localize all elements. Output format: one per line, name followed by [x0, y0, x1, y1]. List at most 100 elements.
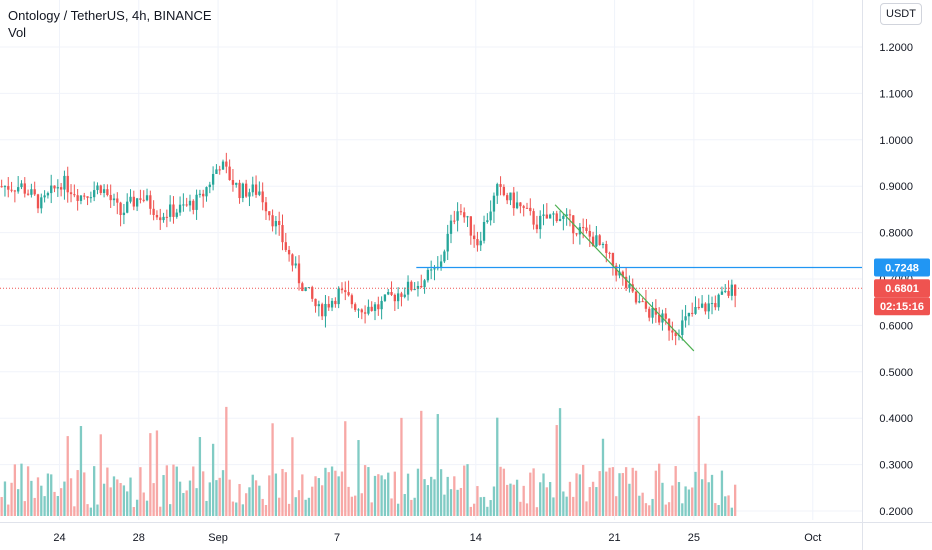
candle	[106, 184, 109, 197]
candle	[601, 242, 605, 249]
volume-bar	[628, 483, 631, 516]
volume-bar	[479, 497, 482, 516]
volume-bar	[529, 472, 532, 516]
candle-body	[215, 169, 218, 174]
volume-bar	[145, 500, 149, 516]
candle-body	[169, 204, 172, 217]
candle-body	[327, 303, 330, 308]
candle	[205, 186, 208, 202]
candle	[509, 192, 512, 206]
candle	[244, 179, 248, 198]
volume-bar	[456, 489, 459, 516]
candle	[59, 182, 63, 197]
volume-bar	[720, 470, 724, 516]
candle	[178, 196, 182, 216]
candle	[714, 295, 717, 311]
candle-body	[674, 332, 677, 337]
candle	[126, 193, 129, 214]
candle-body	[585, 227, 588, 231]
volume-bar	[377, 474, 380, 516]
candle	[469, 216, 472, 245]
candle-body	[195, 194, 198, 210]
candle-body	[165, 216, 169, 218]
candle-body	[3, 186, 7, 188]
candle-body	[145, 195, 149, 201]
grid	[0, 0, 862, 520]
candle-body	[337, 288, 340, 305]
volume-bar	[387, 472, 390, 516]
candle	[327, 296, 330, 311]
volume-bar	[466, 464, 469, 516]
candle	[221, 159, 225, 170]
volume-bar	[112, 476, 116, 516]
volume-bar	[727, 495, 730, 516]
candle	[185, 197, 188, 207]
volume-bar	[33, 497, 36, 516]
volume-bar	[40, 485, 43, 516]
candle-body	[671, 330, 674, 333]
candle-body	[664, 313, 667, 319]
candle	[26, 189, 30, 196]
candle-body	[334, 300, 337, 305]
volume-bar	[178, 481, 182, 516]
candle	[522, 204, 525, 217]
candle-body	[172, 204, 175, 217]
volume-bar	[664, 504, 667, 516]
volume-bar	[271, 423, 274, 516]
candle-body	[159, 217, 162, 221]
volume-bar	[572, 496, 575, 516]
candle	[287, 245, 291, 262]
candle	[463, 207, 466, 223]
candle-body	[502, 186, 506, 196]
candle-body	[552, 213, 555, 215]
volume-bar	[605, 471, 608, 516]
candle-body	[416, 285, 420, 289]
candle	[638, 294, 641, 304]
currency-button[interactable]: USDT	[880, 3, 922, 25]
volume-bar	[621, 473, 624, 516]
candle	[238, 179, 241, 204]
volume-bar	[717, 505, 720, 516]
candle-body	[235, 182, 238, 185]
candle	[548, 213, 552, 219]
volume-bar	[591, 481, 595, 516]
candle	[519, 202, 522, 214]
candle-body	[512, 192, 515, 209]
candle-body	[588, 230, 591, 237]
candle	[704, 302, 707, 315]
volume-bar	[707, 482, 710, 516]
volume-bar	[548, 482, 552, 516]
volume-bar	[506, 484, 509, 516]
candle-body	[0, 186, 3, 188]
volume-bar	[79, 426, 83, 516]
volume-bar	[311, 486, 314, 516]
candle	[314, 298, 317, 313]
candle-body	[704, 303, 707, 312]
candle-body	[595, 235, 598, 247]
candle-body	[33, 189, 36, 195]
candle-body	[231, 180, 235, 185]
candle	[611, 252, 615, 276]
candle	[152, 200, 155, 221]
volume-bar	[244, 493, 248, 516]
candle	[575, 233, 578, 237]
volume-bar	[654, 470, 658, 516]
candle	[420, 274, 423, 289]
candle-body	[139, 198, 142, 200]
volume-bar	[476, 486, 479, 516]
volume-bar	[396, 503, 400, 516]
volume-bar	[535, 507, 539, 516]
candle	[0, 179, 3, 188]
volume-bar	[251, 474, 254, 516]
candle-body	[390, 292, 393, 295]
candle-body	[727, 290, 730, 296]
volume-bar	[624, 467, 628, 516]
candle-body	[83, 195, 86, 197]
candle	[658, 307, 661, 326]
candle	[466, 215, 469, 227]
candle	[36, 193, 40, 214]
candle-body	[350, 295, 354, 305]
candle	[648, 306, 651, 322]
candle	[241, 182, 245, 203]
